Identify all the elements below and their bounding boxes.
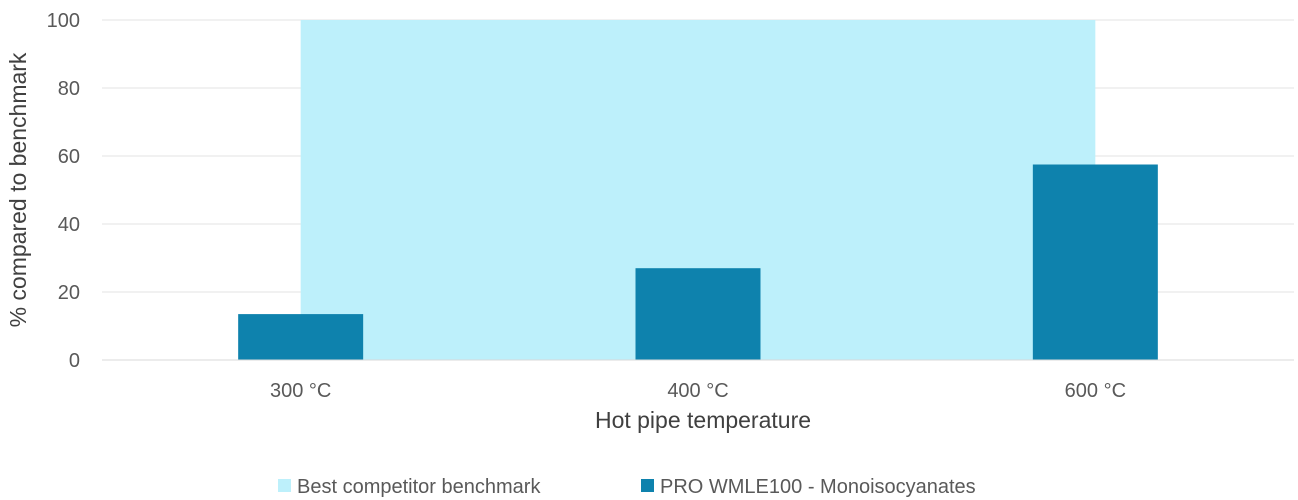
- y-tick-label: 100: [47, 10, 80, 32]
- x-tick-label: 400 °C: [667, 380, 728, 402]
- y-axis-title: % compared to benchmark: [5, 52, 31, 327]
- legend-label-pro-wmle100: PRO WMLE100 - Monoisocyanates: [660, 476, 976, 498]
- x-tick-label: 600 °C: [1065, 380, 1126, 402]
- bar-300c: [238, 314, 364, 360]
- x-tick-labels: 300 °C 400 °C 600 °C: [270, 380, 1126, 402]
- legend-swatch-benchmark: [278, 479, 291, 492]
- x-axis-title: Hot pipe temperature: [595, 407, 811, 433]
- y-tick-label: 80: [58, 78, 80, 100]
- x-tick-label: 300 °C: [270, 380, 331, 402]
- y-tick-label: 0: [69, 350, 80, 372]
- bar-600c: [1032, 164, 1158, 360]
- y-tick-labels: 0 20 40 60 80 100: [47, 10, 80, 372]
- bar-layer: [238, 164, 1158, 360]
- legend: Best competitor benchmark PRO WMLE100 - …: [278, 476, 976, 498]
- benchmark-area: [300, 20, 1096, 360]
- legend-swatch-pro-wmle100: [641, 479, 654, 492]
- bar-400c: [635, 268, 761, 360]
- y-tick-label: 40: [58, 214, 80, 236]
- legend-label-benchmark: Best competitor benchmark: [297, 476, 541, 498]
- y-tick-label: 20: [58, 282, 80, 304]
- benchmark-area-layer: [300, 20, 1096, 360]
- y-tick-label: 60: [58, 146, 80, 168]
